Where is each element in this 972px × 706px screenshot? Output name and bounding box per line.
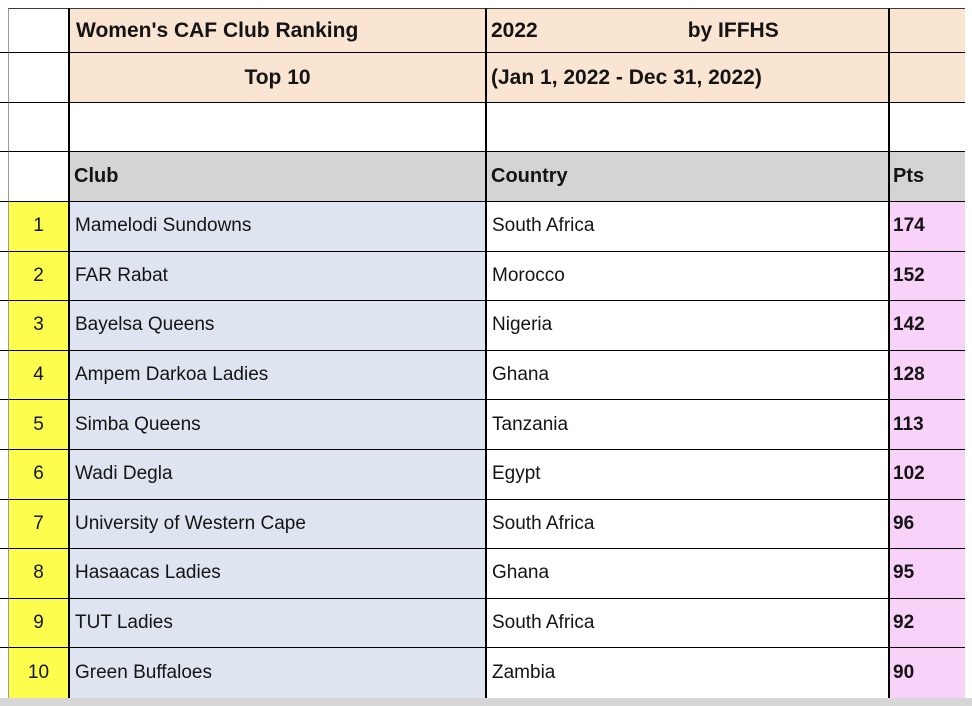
title-cell: Women's CAF Club Ranking <box>68 8 485 53</box>
country-cell: Ghana <box>485 350 888 401</box>
row-gutter <box>0 8 8 53</box>
country-cell: South Africa <box>485 598 888 649</box>
empty-cell <box>68 103 485 152</box>
pts-header-cell: Pts <box>888 152 965 202</box>
country-header-label: Country <box>491 165 568 187</box>
attribution-text: by IFFHS <box>687 18 779 42</box>
rank-cell: 6 <box>8 449 68 500</box>
empty-cell <box>8 103 68 152</box>
country-header-cell: Country <box>485 152 888 202</box>
pts-cell: 102 <box>888 449 965 500</box>
row-gutter <box>0 549 8 599</box>
pts-cell: 174 <box>888 202 965 252</box>
row-gutter <box>0 499 8 550</box>
row-gutter <box>0 301 8 351</box>
country-cell: South Africa <box>485 499 888 550</box>
year-text: 2022 <box>491 18 538 42</box>
rank-cell: 1 <box>8 202 68 252</box>
rank-cell: 7 <box>8 499 68 550</box>
country-cell: Nigeria <box>485 301 888 351</box>
empty-cell <box>8 152 68 202</box>
country-cell: Zambia <box>485 648 888 698</box>
rank-cell: 8 <box>8 549 68 599</box>
page-title: Women's CAF Club Ranking <box>76 18 359 42</box>
pts-cell: 128 <box>888 350 965 401</box>
country-cell: Egypt <box>485 449 888 500</box>
row-gutter <box>0 449 8 500</box>
row-gutter <box>0 648 8 698</box>
club-cell: Bayelsa Queens <box>68 301 485 351</box>
rank-cell: 2 <box>8 251 68 302</box>
period-cell: (Jan 1, 2022 - Dec 31, 2022) <box>485 53 888 103</box>
club-header-cell: Club <box>68 152 485 202</box>
row-gutter <box>0 152 8 202</box>
club-cell: Mamelodi Sundowns <box>68 202 485 252</box>
pts-cell: 90 <box>888 648 965 698</box>
club-cell: TUT Ladies <box>68 598 485 649</box>
club-cell: Hasaacas Ladies <box>68 549 485 599</box>
subtitle-cell: Top 10 <box>68 53 485 103</box>
pts-cell: 142 <box>888 301 965 351</box>
country-cell: Ghana <box>485 549 888 599</box>
empty-cell <box>888 103 965 152</box>
club-cell: FAR Rabat <box>68 251 485 302</box>
pts-cell: 95 <box>888 549 965 599</box>
rank-cell: 3 <box>8 301 68 351</box>
club-cell: Green Buffaloes <box>68 648 485 698</box>
club-header-label: Club <box>74 165 119 187</box>
ranking-table: Women's CAF Club Ranking 2022 by IFFHS T… <box>0 8 965 698</box>
club-cell: Ampem Darkoa Ladies <box>68 350 485 401</box>
empty-cell <box>485 103 888 152</box>
window-bottom-edge <box>0 698 972 706</box>
row-gutter <box>0 202 8 252</box>
subtitle-text: Top 10 <box>244 65 311 89</box>
club-cell: Simba Queens <box>68 400 485 450</box>
club-cell: Wadi Degla <box>68 449 485 500</box>
pts-header-label: Pts <box>893 165 925 187</box>
pts-cell: 113 <box>888 400 965 450</box>
rank-cell: 4 <box>8 350 68 401</box>
empty-cell <box>8 53 68 103</box>
row-gutter <box>0 103 8 152</box>
rank-cell: 5 <box>8 400 68 450</box>
pts-cell: 96 <box>888 499 965 550</box>
row-gutter <box>0 350 8 401</box>
country-cell: South Africa <box>485 202 888 252</box>
club-cell: University of Western Cape <box>68 499 485 550</box>
rank-cell: 9 <box>8 598 68 649</box>
empty-cell <box>888 53 965 103</box>
rank-cell: 10 <box>8 648 68 698</box>
year-cell: 2022 by IFFHS <box>485 8 888 53</box>
pts-cell: 152 <box>888 251 965 302</box>
empty-cell <box>888 8 965 53</box>
row-gutter <box>0 598 8 649</box>
row-gutter <box>0 53 8 103</box>
pts-cell: 92 <box>888 598 965 649</box>
row-gutter <box>0 251 8 302</box>
country-cell: Tanzania <box>485 400 888 450</box>
period-text: (Jan 1, 2022 - Dec 31, 2022) <box>491 65 762 89</box>
empty-cell <box>8 8 68 53</box>
country-cell: Morocco <box>485 251 888 302</box>
row-gutter <box>0 400 8 450</box>
